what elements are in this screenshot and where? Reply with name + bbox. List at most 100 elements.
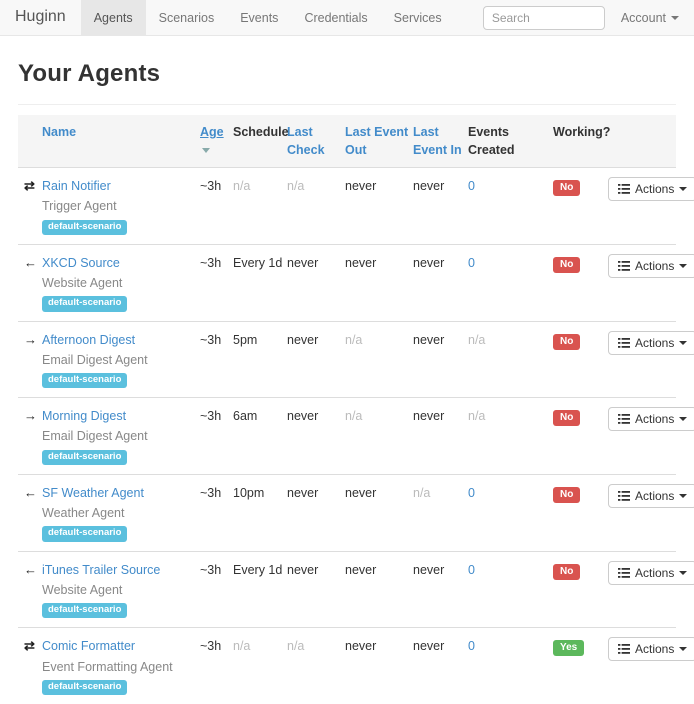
- agent-last-event-in: never: [413, 409, 445, 424]
- agent-type-label: Trigger Agent: [42, 199, 117, 214]
- header-actions-spacer: [608, 115, 676, 169]
- agent-name-link[interactable]: Afternoon Digest: [42, 332, 136, 347]
- actions-label: Actions: [635, 642, 675, 657]
- agent-age: ~3h: [200, 409, 222, 424]
- agent-schedule: 6am: [233, 409, 258, 424]
- agent-events-created-link[interactable]: 0: [468, 255, 475, 270]
- header-schedule: Schedule: [233, 115, 289, 169]
- actions-button[interactable]: Actions: [608, 253, 694, 278]
- list-icon: [618, 260, 630, 271]
- agent-name-link[interactable]: Rain Notifier: [42, 179, 111, 194]
- table-row: ← iTunes Trailer Source Website Agent defa…: [18, 550, 694, 628]
- agent-schedule: Every 1d: [233, 255, 283, 270]
- agent-last-event-in: never: [413, 639, 445, 654]
- scenario-badge[interactable]: default-scenario: [42, 602, 128, 619]
- transfer-icon: ⇄: [24, 638, 35, 654]
- agent-events-created: n/a: [468, 332, 486, 347]
- actions-button[interactable]: Actions: [608, 330, 694, 355]
- brand-logo[interactable]: Huginn: [15, 8, 66, 25]
- actions-label: Actions: [635, 182, 675, 197]
- working-status-badge: No: [553, 410, 581, 427]
- actions-button[interactable]: Actions: [608, 560, 694, 585]
- actions-button[interactable]: Actions: [608, 637, 694, 662]
- nav-item-events[interactable]: Events: [240, 11, 279, 25]
- agent-type-label: Email Digest Agent: [42, 429, 148, 444]
- agent-name-link[interactable]: SF Weather Agent: [42, 486, 144, 500]
- scenario-badge[interactable]: default-scenario: [42, 449, 128, 465]
- scenario-badge[interactable]: default-scenario: [42, 526, 128, 542]
- chevron-down-icon: [679, 417, 688, 422]
- search-input[interactable]: [482, 5, 605, 30]
- sort-by-last-check[interactable]: Last Check: [287, 125, 325, 158]
- nav-item-credentials[interactable]: Credentials: [304, 11, 368, 25]
- arrow-right-icon: →: [24, 408, 37, 424]
- scenario-badge[interactable]: default-scenario: [42, 219, 128, 235]
- header-working: Working?: [553, 115, 610, 169]
- agent-type-label: Weather Agent: [42, 506, 125, 521]
- actions-button[interactable]: Actions: [608, 407, 694, 432]
- agent-events-created-link[interactable]: 0: [468, 179, 475, 194]
- list-icon: [618, 644, 630, 655]
- account-label: Account: [620, 10, 666, 25]
- scenario-badge[interactable]: default-scenario: [42, 679, 128, 696]
- agents-table-body: ⇄ Rain Notifier Trigger Agent default-scen…: [18, 167, 694, 704]
- header-icon-spacer: [18, 115, 42, 169]
- table-row: → Morning Digest Email Digest Agent defaul…: [18, 397, 694, 475]
- agent-events-created-link[interactable]: 0: [468, 562, 475, 577]
- account-menu[interactable]: Account: [605, 11, 694, 25]
- chevron-down-icon: [679, 187, 688, 192]
- chevron-down-icon: [671, 15, 679, 20]
- agent-last-check: n/a: [287, 639, 305, 654]
- sort-by-last-event-out[interactable]: Last Event Out: [345, 125, 409, 158]
- actions-button[interactable]: Actions: [608, 177, 694, 202]
- agent-last-event-in: never: [413, 332, 445, 347]
- transfer-icon: ⇄: [24, 178, 35, 194]
- chevron-down-icon: [679, 263, 688, 268]
- nav-item-services[interactable]: Services: [393, 11, 442, 25]
- nav-item-scenarios[interactable]: Scenarios: [158, 11, 215, 25]
- agent-type-label: Website Agent: [42, 582, 123, 597]
- actions-button[interactable]: Actions: [608, 484, 694, 508]
- working-status-badge: Yes: [553, 640, 585, 657]
- nav-item-agents[interactable]: Agents: [80, 0, 146, 35]
- agent-last-event-out: never: [345, 255, 377, 270]
- list-icon: [618, 414, 630, 425]
- agent-last-check: never: [287, 255, 319, 270]
- agent-last-event-in: n/a: [413, 486, 431, 500]
- agent-last-event-out: never: [345, 562, 377, 577]
- divider: [18, 104, 676, 105]
- agent-type-label: Email Digest Agent: [42, 352, 148, 367]
- agent-name-link[interactable]: Morning Digest: [42, 409, 127, 424]
- agent-schedule: n/a: [233, 179, 251, 194]
- agent-last-check: never: [287, 486, 319, 500]
- arrow-left-icon: ←: [24, 561, 37, 577]
- agent-last-event-out: never: [345, 179, 377, 194]
- working-status-badge: No: [553, 180, 581, 197]
- agent-last-event-out: never: [345, 639, 377, 654]
- list-icon: [618, 337, 630, 348]
- list-icon: [618, 491, 630, 501]
- scenario-badge[interactable]: default-scenario: [42, 372, 128, 389]
- agent-name-link[interactable]: iTunes Trailer Source: [42, 562, 161, 577]
- actions-label: Actions: [635, 412, 675, 427]
- agent-last-check: never: [287, 409, 319, 424]
- scenario-badge[interactable]: default-scenario: [42, 296, 128, 312]
- arrow-right-icon: →: [24, 331, 37, 347]
- sort-by-age[interactable]: Age: [200, 125, 224, 139]
- table-row: ⇄ Comic Formatter Event Formatting Agent d…: [18, 627, 694, 704]
- agent-age: ~3h: [200, 255, 222, 270]
- agent-name-link[interactable]: Comic Formatter: [42, 639, 136, 654]
- actions-label: Actions: [635, 565, 675, 580]
- agent-events-created-link[interactable]: 0: [468, 639, 475, 654]
- agent-last-event-in: never: [413, 562, 445, 577]
- agent-name-link[interactable]: XKCD Source: [42, 255, 120, 270]
- agents-table: Name Age Schedule Last Check Last Event …: [18, 115, 694, 704]
- sort-caret-icon: [202, 148, 210, 154]
- sort-by-last-event-in[interactable]: Last Event In: [413, 125, 462, 158]
- agent-events-created-link[interactable]: 0: [468, 486, 475, 500]
- chevron-down-icon: [679, 570, 688, 575]
- sort-by-name[interactable]: Name: [42, 125, 77, 139]
- header-events-created: Events Created: [468, 115, 553, 169]
- agent-last-check: never: [287, 332, 319, 347]
- table-row: ← XKCD Source Website Agent default-scenar…: [18, 243, 694, 322]
